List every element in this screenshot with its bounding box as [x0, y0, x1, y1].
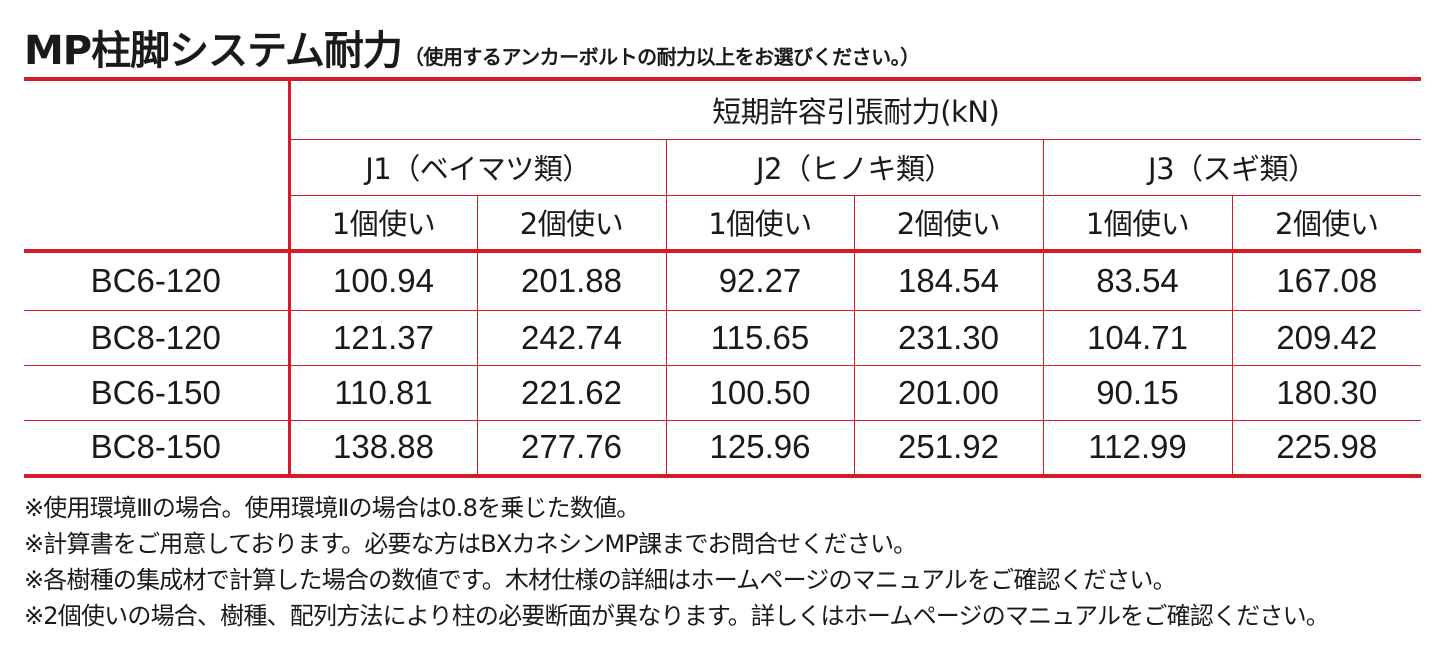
- footnote: ※2個使いの場合、樹種、配列方法により柱の必要断面が異なります。詳しくはホームペ…: [24, 602, 1330, 630]
- row-label: BC6-150: [24, 364, 289, 420]
- value-cell: 201.00: [853, 364, 1043, 420]
- header-row-usage: 1個使い 2個使い 1個使い 2個使い 1個使い 2個使い: [24, 194, 1422, 251]
- value-cell: 209.42: [1231, 309, 1422, 365]
- header-row-wood: J1（ベイマツ類） J2（ヒノキ類） J3（スギ類）: [24, 138, 1422, 195]
- value-cell: 277.76: [476, 419, 666, 478]
- value-cell: 115.65: [665, 309, 854, 365]
- value-cell: 104.71: [1042, 309, 1232, 365]
- value-cell: 251.92: [853, 419, 1043, 478]
- row-label: BC8-150: [24, 419, 289, 478]
- value-cell: 201.88: [476, 249, 666, 310]
- usage-header: 1個使い: [665, 194, 854, 251]
- capacity-table: 短期許容引張耐力(kN) J1（ベイマツ類） J2（ヒノキ類） J3（スギ類） …: [24, 77, 1422, 478]
- value-cell: 225.98: [1231, 419, 1422, 478]
- usage-header: 1個使い: [287, 194, 477, 251]
- value-cell: 92.27: [665, 249, 854, 310]
- value-cell: 221.62: [476, 364, 666, 420]
- value-cell: 138.88: [287, 419, 477, 478]
- value-cell: 231.30: [853, 309, 1043, 365]
- footnote: ※各樹種の集成材で計算した場合の数値です。木材仕様の詳細はホームページのマニュア…: [24, 566, 1177, 594]
- corner-cell: [24, 77, 289, 251]
- value-cell: 112.99: [1042, 419, 1232, 478]
- footnotes: ※使用環境Ⅲの場合。使用環境Ⅱの場合は0.8を乗じた数値。 ※計算書をご用意して…: [24, 490, 1434, 634]
- row-label: BC8-120: [24, 309, 289, 365]
- usage-header: 2個使い: [476, 194, 666, 251]
- value-cell: 100.94: [287, 249, 477, 310]
- value-cell: 184.54: [853, 249, 1043, 310]
- value-cell: 83.54: [1042, 249, 1232, 310]
- footnote: ※使用環境Ⅲの場合。使用環境Ⅱの場合は0.8を乗じた数値。: [24, 494, 640, 522]
- usage-header: 2個使い: [1231, 194, 1422, 251]
- value-cell: 121.37: [287, 309, 477, 365]
- value-cell: 242.74: [476, 309, 666, 365]
- group-header: 短期許容引張耐力(kN): [287, 77, 1422, 139]
- page-title: MP柱脚システム耐力 （使用するアンカーボルトの耐力以上をお選びください。）: [24, 18, 920, 74]
- value-cell: 180.30: [1231, 364, 1422, 420]
- value-cell: 90.15: [1042, 364, 1232, 420]
- value-cell: 110.81: [287, 364, 477, 420]
- wood-type-header: J2（ヒノキ類）: [665, 138, 1043, 195]
- table-row: BC6-120 100.94 201.88 92.27 184.54 83.54…: [24, 249, 1422, 310]
- row-label: BC6-120: [24, 249, 289, 310]
- value-cell: 125.96: [665, 419, 854, 478]
- table-row: BC8-120 121.37 242.74 115.65 231.30 104.…: [24, 309, 1422, 365]
- title-subtitle: （使用するアンカーボルトの耐力以上をお選びください。）: [403, 45, 920, 69]
- table-row: BC8-150 138.88 277.76 125.96 251.92 112.…: [24, 419, 1422, 478]
- usage-header: 2個使い: [853, 194, 1043, 251]
- footnote: ※計算書をご用意しております。必要な方はBXカネシンMP課までお問合せください。: [24, 530, 917, 558]
- value-cell: 167.08: [1231, 249, 1422, 310]
- title-main: MP柱脚システム耐力: [24, 28, 403, 74]
- value-cell: 100.50: [665, 364, 854, 420]
- table-row: BC6-150 110.81 221.62 100.50 201.00 90.1…: [24, 364, 1422, 420]
- usage-header: 1個使い: [1042, 194, 1232, 251]
- header-row-group: 短期許容引張耐力(kN): [24, 77, 1422, 251]
- wood-type-header: J1（ベイマツ類）: [287, 138, 666, 195]
- wood-type-header: J3（スギ類）: [1042, 138, 1422, 195]
